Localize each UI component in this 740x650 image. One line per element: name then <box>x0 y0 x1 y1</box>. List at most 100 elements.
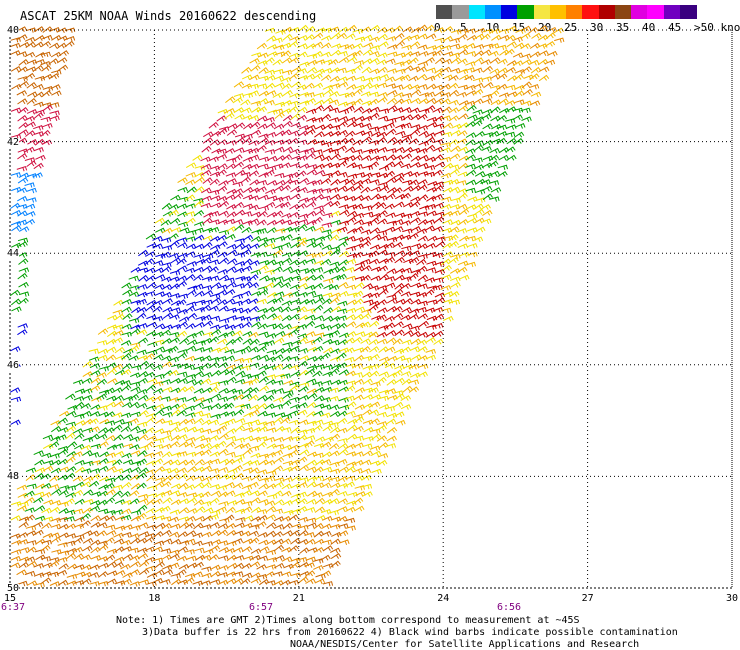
wind-barb <box>200 437 211 443</box>
wind-barb <box>312 267 324 273</box>
wind-barb <box>305 298 316 305</box>
wind-barb <box>281 314 292 322</box>
wind-barb <box>58 550 70 556</box>
wind-barb <box>130 450 141 456</box>
wind-barb <box>435 241 446 248</box>
wind-barb <box>537 25 548 32</box>
wind-barb <box>363 211 374 218</box>
wind-barb <box>40 544 51 552</box>
wind-barb <box>362 252 374 258</box>
wind-barb <box>106 466 117 472</box>
wind-barb <box>323 563 334 569</box>
wind-barb <box>394 282 405 290</box>
wind-barb <box>241 211 252 217</box>
wind-barb <box>89 411 101 417</box>
wind-barb <box>224 348 236 355</box>
wind-barb <box>226 281 237 288</box>
wind-barb <box>504 48 515 56</box>
wind-barb <box>281 483 292 490</box>
wind-barb <box>202 459 213 466</box>
wind-barb <box>387 394 398 401</box>
wind-barb <box>65 523 77 530</box>
wind-barb <box>297 360 308 368</box>
wind-barb <box>224 330 236 337</box>
wind-barb <box>386 220 397 226</box>
wind-barb <box>417 113 428 121</box>
wind-barb <box>265 580 276 586</box>
wind-barb <box>321 298 333 305</box>
wind-barb <box>344 137 356 145</box>
wind-barb <box>362 49 373 56</box>
wind-barb <box>425 242 436 249</box>
wind-barb <box>169 426 180 433</box>
wind-barb <box>258 385 270 392</box>
wind-barb <box>441 264 452 272</box>
wind-barb <box>432 146 444 153</box>
wind-barb <box>353 425 364 432</box>
wind-barb <box>416 228 428 234</box>
wind-barb <box>409 325 420 332</box>
wind-barb <box>217 466 229 473</box>
wind-barb <box>232 465 243 472</box>
wind-barb <box>450 219 461 226</box>
wind-barb <box>16 219 28 226</box>
wind-barb <box>160 237 172 243</box>
wind-barb <box>114 515 126 522</box>
wind-barb <box>258 137 270 144</box>
wind-barb <box>496 44 507 51</box>
wind-barb <box>458 208 470 216</box>
wind-barb <box>186 378 197 385</box>
wind-barb <box>186 332 197 339</box>
wind-barb <box>305 225 316 232</box>
wind-barb <box>329 75 341 82</box>
wind-barb <box>146 282 157 289</box>
wind-barb <box>145 416 156 424</box>
wind-barb <box>376 421 388 427</box>
wind-barb <box>144 536 155 544</box>
wind-barb <box>49 102 60 108</box>
wind-barb <box>234 224 245 231</box>
wind-barb <box>313 92 325 98</box>
wind-barb <box>50 51 62 58</box>
wind-barb <box>353 226 364 233</box>
wind-barb <box>498 98 509 105</box>
wind-barb <box>337 427 348 434</box>
wind-barb <box>425 136 436 144</box>
wind-barb <box>225 96 236 103</box>
wind-barb <box>313 419 324 426</box>
wind-barb <box>481 146 492 152</box>
wind-barb <box>314 506 325 513</box>
wind-barb <box>136 307 147 313</box>
wind-barb <box>33 147 44 153</box>
wind-barb <box>329 124 341 131</box>
wind-barb <box>298 386 309 393</box>
wind-barb <box>209 497 220 505</box>
legend-swatch <box>647 5 664 19</box>
wind-barb <box>248 195 260 201</box>
wind-barb <box>297 51 308 58</box>
wind-barb <box>449 164 460 170</box>
wind-barb <box>321 74 332 81</box>
wind-barb <box>290 186 301 193</box>
wind-barb <box>306 522 317 529</box>
wind-barb <box>274 330 286 337</box>
wind-barb <box>243 515 254 521</box>
wind-barb <box>384 322 395 330</box>
wind-barb <box>9 289 21 297</box>
wind-barb <box>144 546 156 553</box>
wind-barb <box>442 179 454 186</box>
wind-barb <box>312 345 324 352</box>
wind-barb <box>136 421 148 428</box>
wind-barb <box>240 316 252 322</box>
wind-barb <box>448 107 460 114</box>
wind-barb <box>489 90 500 97</box>
wind-barb <box>24 182 35 188</box>
wind-barb <box>384 170 395 178</box>
wind-barb <box>320 412 331 418</box>
wind-barb <box>248 346 259 353</box>
wind-barb <box>226 178 237 184</box>
wind-barb <box>193 417 205 425</box>
wind-barb <box>321 155 332 162</box>
wind-barb <box>65 425 77 433</box>
wind-barb <box>193 330 205 337</box>
